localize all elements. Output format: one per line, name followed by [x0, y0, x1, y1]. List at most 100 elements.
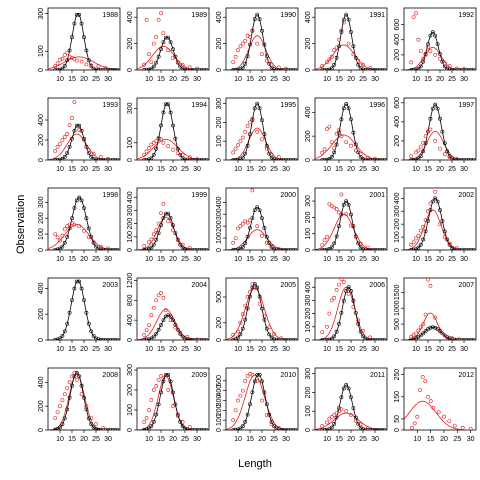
black-observation-point [84, 310, 89, 315]
x-tick-label: 15 [335, 166, 343, 173]
red-observation-point [365, 245, 370, 250]
red-observation-point [149, 237, 154, 242]
panel-year-label: 1997 [458, 102, 474, 109]
black-observation-point [353, 55, 358, 60]
red-observation-point [341, 20, 346, 25]
black-observation-point [60, 156, 65, 160]
red-observation-point [423, 53, 428, 57]
black-observation-point [469, 158, 474, 160]
black-observation-point [197, 68, 202, 70]
y-tick-label: 400 [38, 376, 45, 388]
black-observation-point [89, 329, 94, 334]
black-observation-point [351, 406, 356, 411]
black-observation-point [62, 329, 67, 334]
red-observation-point [447, 155, 452, 160]
black-observation-point [98, 337, 103, 340]
red-observation-point [245, 294, 250, 299]
black-observation-point [346, 386, 351, 391]
black-observation-point [79, 383, 84, 388]
black-observation-point [349, 117, 353, 122]
black-observation-point [190, 158, 195, 160]
black-observation-point [103, 428, 108, 430]
x-tick-label: 25 [270, 166, 278, 173]
x-tick-label: 30 [282, 76, 290, 83]
black-observation-point [377, 248, 382, 250]
black-observation-point [462, 248, 466, 250]
red-observation-point [62, 227, 67, 232]
black-observation-point [147, 67, 151, 70]
y-tick-label: 400 [38, 282, 45, 294]
red-observation-point [231, 60, 236, 65]
red-observation-point [151, 305, 156, 310]
black-observation-point [180, 66, 185, 70]
plot-area [137, 11, 209, 70]
x-tick-label: 10 [145, 166, 153, 173]
red-observation-point [344, 140, 349, 145]
red-observation-point [436, 410, 441, 415]
black-observation-point [168, 216, 173, 220]
panel-year-label: 1988 [102, 12, 118, 19]
x-tick-label: 30 [282, 346, 290, 353]
red-model-line [315, 44, 387, 70]
black-observation-point [192, 338, 197, 340]
black-observation-point [414, 157, 418, 160]
red-observation-point [438, 222, 442, 227]
red-observation-point [329, 414, 334, 419]
black-observation-point [382, 338, 387, 340]
red-observation-point [248, 120, 252, 125]
x-tick-label: 20 [436, 166, 444, 173]
red-observation-point [433, 189, 438, 194]
black-observation-point [106, 68, 110, 70]
red-observation-point [144, 328, 149, 333]
x-tick-label: 20 [169, 256, 177, 263]
black-observation-point [423, 141, 428, 146]
black-observation-point [231, 428, 236, 430]
red-observation-point [414, 11, 418, 16]
red-observation-point [412, 421, 417, 426]
x-tick-label: 20 [80, 436, 88, 443]
red-observation-point [351, 305, 356, 309]
red-observation-point [433, 53, 438, 57]
red-observation-point [255, 224, 260, 229]
x-tick-label: 15 [427, 436, 435, 443]
x-tick-label: 30 [104, 346, 112, 353]
red-observation-point [325, 420, 329, 425]
red-observation-point [325, 127, 329, 131]
red-observation-point [428, 49, 433, 54]
black-observation-point [245, 143, 250, 148]
black-observation-point [411, 68, 416, 70]
y-tick-label: 200 [216, 116, 223, 128]
red-observation-point [415, 414, 420, 419]
black-observation-point [113, 338, 118, 340]
red-observation-point [320, 243, 325, 248]
black-observation-point [202, 248, 207, 250]
y-tick-label: 300 [127, 102, 134, 114]
red-observation-point [156, 378, 161, 382]
black-observation-point [454, 337, 459, 340]
red-observation-point [269, 422, 274, 427]
black-observation-point [452, 68, 457, 70]
plot-area [315, 192, 387, 250]
x-tick-label: 10 [323, 166, 331, 173]
x-tick-label: 15 [246, 256, 254, 263]
red-observation-point [166, 219, 171, 223]
black-observation-point [416, 156, 421, 160]
black-observation-point [356, 62, 361, 67]
plot-area [48, 279, 120, 340]
black-observation-point [361, 247, 365, 250]
red-observation-point [245, 124, 250, 129]
black-observation-point [267, 412, 272, 417]
y-tick-label: 0 [305, 68, 312, 72]
black-observation-point [204, 338, 209, 340]
black-observation-point [98, 68, 103, 70]
red-observation-point [72, 100, 77, 104]
y-tick-label: 150 [394, 391, 401, 403]
red-observation-point [255, 129, 260, 134]
black-observation-point [98, 247, 103, 250]
black-observation-point [257, 208, 262, 213]
black-observation-point [204, 68, 209, 70]
black-observation-point [70, 136, 74, 141]
black-observation-point [96, 427, 101, 430]
plot-area [48, 100, 120, 160]
